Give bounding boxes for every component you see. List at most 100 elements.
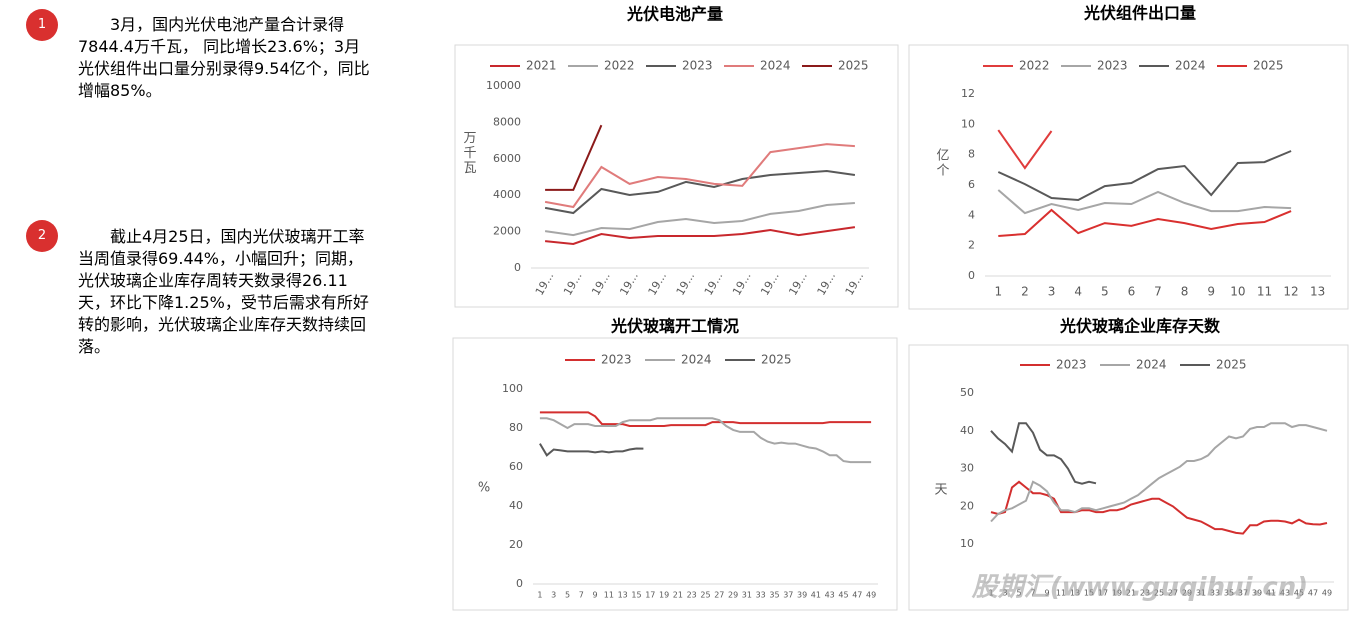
y-tick-label: 12 [961,87,975,100]
x-tick-label: 19... [758,270,782,298]
x-tick-label: 3 [551,591,556,600]
chart-title: 光伏玻璃开工情况 [610,317,739,336]
y-tick-label: 30 [960,462,974,475]
chart-frame [908,44,1349,310]
x-tick-label: 27 [1168,589,1178,598]
y-tick-label: 10 [960,537,974,550]
x-tick-label: 19 [1112,589,1122,598]
x-tick-label: 19... [533,270,557,298]
chart-frame [454,44,899,308]
y-tick-label: 8 [968,148,975,161]
chart-title: 光伏电池产量 [626,5,723,24]
x-tick-label: 19... [730,270,754,298]
y-tick-label: 10 [961,117,975,130]
y-tick-label: 0 [516,577,523,590]
x-tick-label: 13 [1310,285,1325,299]
x-tick-label: 17 [1098,589,1108,598]
watermark: 股期汇(www.guqihui.cn) [971,573,1308,603]
x-tick-label: 2 [1021,285,1029,299]
x-tick-label: 1 [537,591,542,600]
y-axis-label: 天 [934,483,947,498]
x-tick-label: 19... [702,270,726,298]
x-tick-label: 3 [1002,589,1007,598]
y-tick-label: 2 [968,239,975,252]
x-tick-label: 43 [825,591,835,600]
legend-label: 2025 [1216,358,1247,372]
x-tick-label: 5 [565,591,570,600]
x-tick-label: 37 [783,591,793,600]
series-line [990,480,1328,535]
x-tick-label: 15 [631,591,641,600]
x-tick-label: 31 [1196,589,1206,598]
series-line [539,417,872,464]
legend-label: 2024 [681,353,712,367]
y-tick-label: 6 [968,178,975,191]
x-tick-label: 19 [659,591,669,600]
chart-frame [452,337,898,611]
y-axis-label: 万千瓦 [461,131,477,176]
legend-label: 2023 [601,353,632,367]
x-tick-label: 23 [1140,589,1150,598]
x-tick-label: 10 [1230,285,1245,299]
x-tick-label: 37 [1238,589,1248,598]
y-tick-label: 40 [509,499,523,512]
x-tick-label: 1 [994,285,1002,299]
x-tick-label: 43 [1280,589,1290,598]
y-tick-label: 6000 [493,152,521,165]
legend-label: 2024 [1136,358,1167,372]
series-line [990,422,1097,485]
y-axis-label: 亿个 [934,148,950,178]
y-tick-label: 20 [509,538,523,551]
x-tick-label: 21 [1126,589,1136,598]
y-tick-label: 0 [968,269,975,282]
y-tick-label: 4000 [493,188,521,201]
x-tick-label: 49 [1322,589,1332,598]
y-tick-label: 10000 [486,79,521,92]
x-tick-label: 19... [815,270,839,298]
x-tick-label: 19... [589,270,613,298]
legend-label: 2024 [1175,59,1206,73]
x-tick-label: 39 [1252,589,1262,598]
x-tick-label: 35 [1224,589,1234,598]
series-line [544,226,856,246]
series-line [539,411,872,427]
x-tick-label: 25 [700,591,710,600]
x-tick-label: 19... [786,270,810,298]
series-line [998,208,1292,237]
series-line [544,143,855,209]
x-tick-label: 27 [714,591,724,600]
series-line [997,129,1053,170]
y-tick-label: 20 [960,499,974,512]
series-line [544,169,856,215]
legend-label: 2023 [1097,59,1128,73]
y-tick-label: 40 [960,424,974,437]
series-line [997,150,1292,202]
x-tick-label: 19... [674,270,698,298]
x-tick-label: 23 [687,591,697,600]
series-line [990,422,1328,523]
x-tick-label: 17 [645,591,655,600]
note-number: 2 [26,220,58,252]
note-number: 1 [26,9,58,41]
x-tick-label: 33 [756,591,766,600]
legend-label: 2022 [604,59,635,73]
legend-label: 2023 [1056,358,1087,372]
x-tick-label: 49 [866,591,876,600]
x-tick-label: 31 [742,591,752,600]
y-tick-label: 100 [502,382,523,395]
x-tick-label: 3 [1048,285,1056,299]
x-tick-label: 19... [646,270,670,298]
y-tick-label: 2000 [493,225,521,238]
chart-title: 光伏组件出口量 [1083,4,1196,23]
y-tick-label: 80 [509,421,523,434]
x-tick-label: 8 [1181,285,1189,299]
x-tick-label: 12 [1283,285,1298,299]
x-tick-label: 19... [561,270,585,298]
x-tick-label: 5 [1101,285,1109,299]
legend-label: 2025 [838,59,869,73]
x-tick-label: 9 [593,591,598,600]
x-tick-label: 19... [843,270,867,298]
series-line [539,443,644,457]
